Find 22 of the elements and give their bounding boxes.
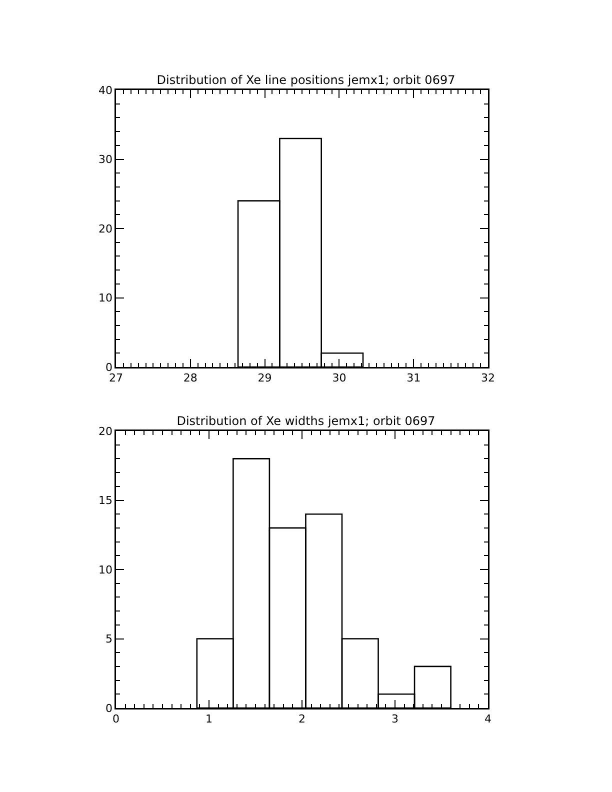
x-tick-label: 2 (298, 712, 306, 726)
x-tick-label: 1 (206, 712, 212, 726)
x-tick-label: 32 (481, 372, 495, 384)
chart-title: Distribution of Xe line positions jemx1; orbit 0697 (156, 73, 456, 87)
y-tick-label: 10 (98, 292, 112, 305)
y-tick-label: 20 (98, 424, 112, 438)
chart-title: Distribution of Xe widths jemx1; orbit 0697 (176, 414, 436, 428)
y-tick-label: 10 (98, 563, 112, 576)
y-tick-label: 40 (98, 84, 112, 97)
y-tick-label: 30 (98, 153, 112, 166)
x-tick-label: 4 (484, 712, 492, 726)
y-tick-label: 20 (98, 222, 112, 236)
x-tick-label: 29 (258, 372, 272, 384)
y-tick-label: 0 (106, 702, 112, 715)
x-tick-label: 27 (109, 372, 123, 384)
y-tick-label: 0 (106, 360, 112, 374)
y-tick-label: 15 (98, 494, 112, 508)
x-tick-label: 31 (406, 372, 421, 384)
x-tick-label: 3 (392, 712, 398, 726)
x-tick-label: 28 (183, 372, 198, 384)
x-tick-label: 30 (332, 372, 346, 384)
y-tick-label: 5 (106, 632, 112, 646)
